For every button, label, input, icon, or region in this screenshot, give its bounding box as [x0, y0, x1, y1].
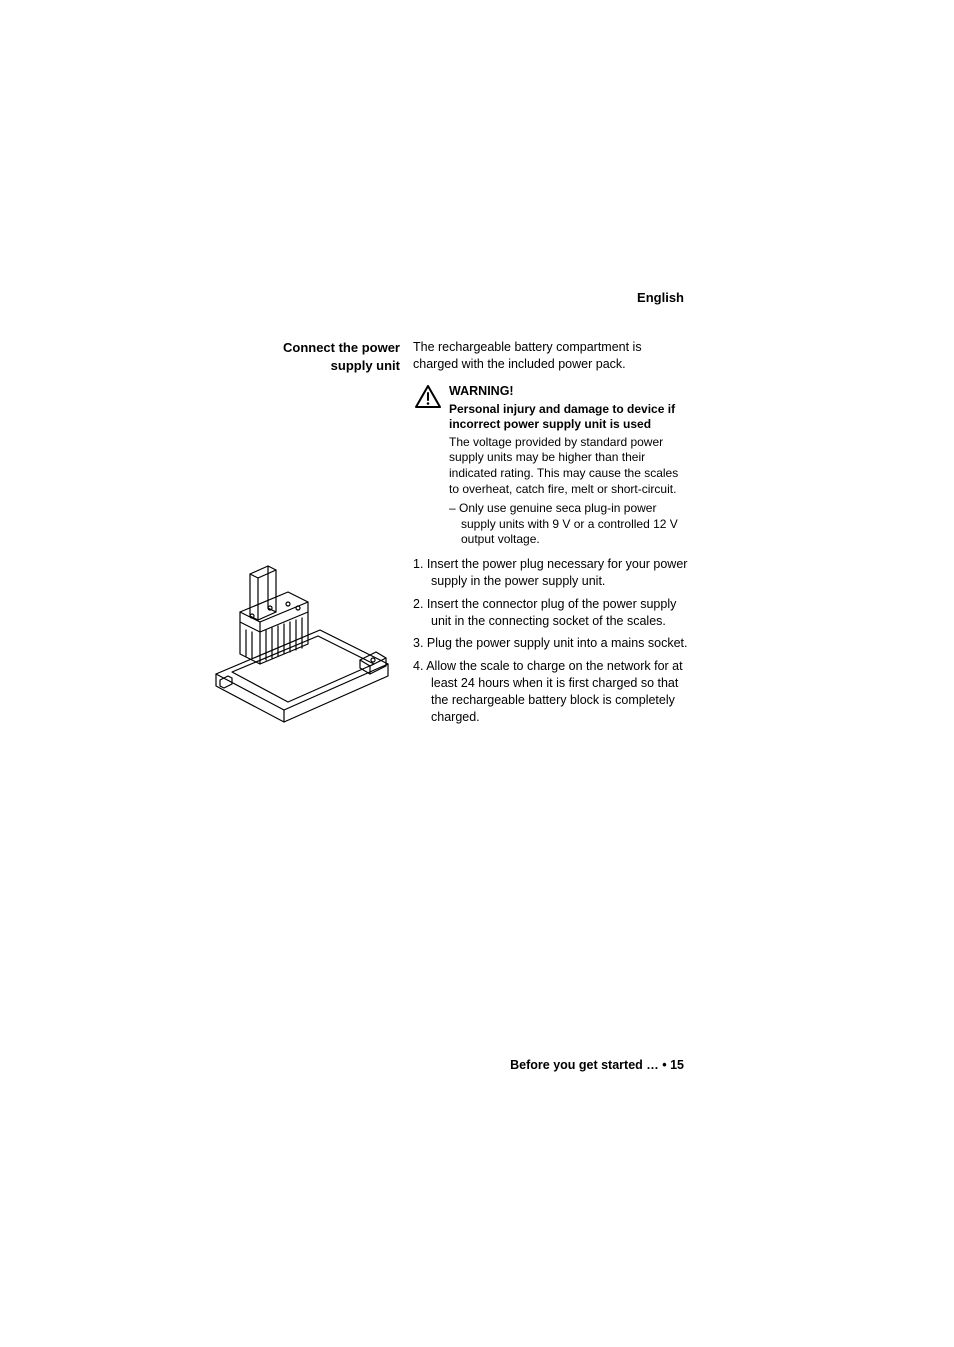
- warning-triangle-icon: [415, 385, 441, 409]
- procedure-steps: Insert the power plug necessary for your…: [413, 556, 688, 726]
- page-footer: Before you get started … • 15: [510, 1058, 684, 1072]
- section-heading: Connect the power supply unit: [270, 339, 400, 374]
- warning-subtitle: Personal injury and damage to device if …: [449, 402, 688, 433]
- step-item: Insert the power plug necessary for your…: [413, 556, 688, 590]
- body-column: The rechargeable battery compartment is …: [413, 339, 688, 732]
- step-item: Allow the scale to charge on the network…: [413, 658, 688, 726]
- step-item: Insert the connector plug of the power s…: [413, 596, 688, 630]
- warning-block: WARNING! Personal injury and damage to d…: [413, 383, 688, 548]
- scale-base-illustration: [210, 564, 395, 744]
- manual-page: English Connect the power supply unit Th…: [0, 0, 954, 1347]
- language-label: English: [637, 290, 684, 305]
- warning-body: The voltage provided by standard power s…: [449, 435, 688, 497]
- warning-title: WARNING!: [449, 383, 688, 400]
- warning-instruction: Only use genuine seca plug-in power supp…: [449, 501, 688, 548]
- intro-paragraph: The rechargeable battery compartment is …: [413, 339, 688, 373]
- step-item: Plug the power supply unit into a mains …: [413, 635, 688, 652]
